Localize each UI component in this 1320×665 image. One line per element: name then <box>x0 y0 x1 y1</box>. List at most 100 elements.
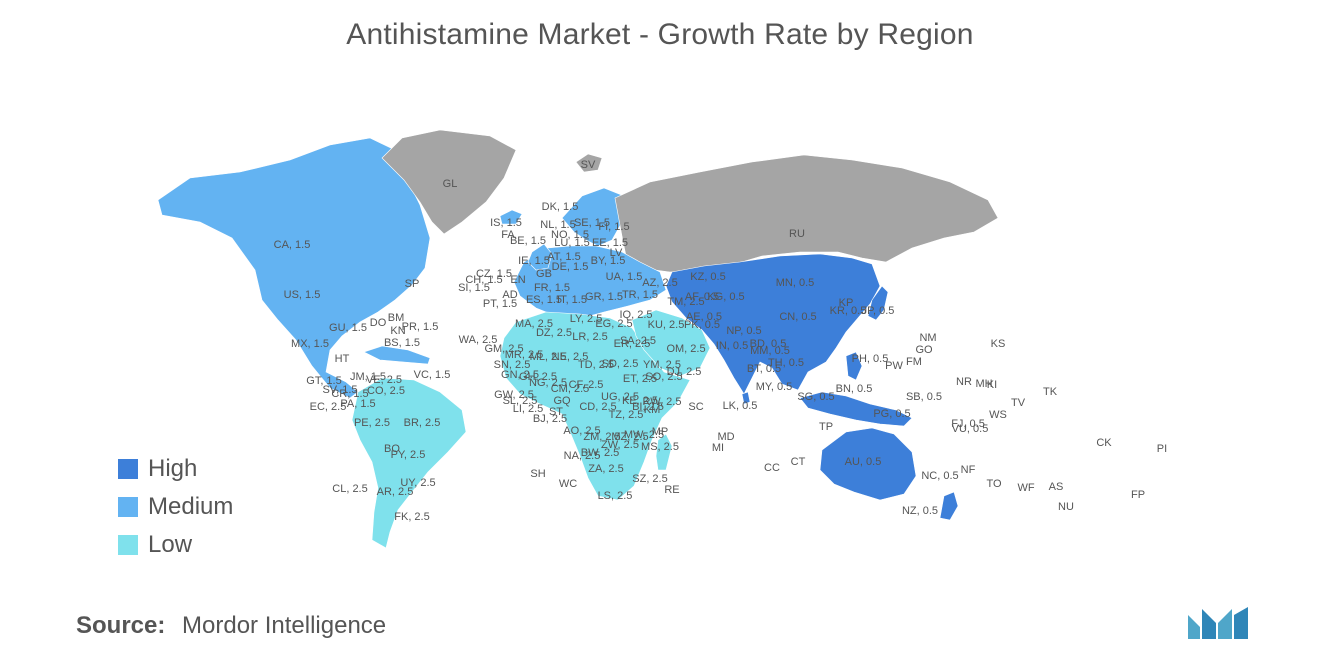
map-label: NP, 0.5 <box>726 325 761 337</box>
mordor-intelligence-logo-icon <box>1188 607 1248 639</box>
map-label: BN, 0.5 <box>836 383 873 395</box>
map-label: VE, 2.5 <box>366 374 402 386</box>
map-label: GL <box>443 178 458 190</box>
region-australia <box>819 427 917 501</box>
region-japan <box>867 285 889 321</box>
map-label: ER, 2.5 <box>614 338 651 350</box>
map-label: GT, 1.5 <box>306 375 341 387</box>
map-label: SV, 1.5 <box>322 384 357 396</box>
region-philippines <box>845 351 863 381</box>
map-label: SG, 0.5 <box>797 391 834 403</box>
map-label: ST <box>549 406 563 418</box>
map-label: CO, 2.5 <box>367 385 405 397</box>
map-label: MR, 2.5 <box>505 349 544 361</box>
map-label: MD <box>717 431 734 443</box>
map-label: BE, 1.5 <box>510 235 546 247</box>
map-label: HT <box>335 353 350 365</box>
map-label: MI <box>712 442 724 454</box>
map-label: NZ, 0.5 <box>902 505 938 517</box>
map-label: AU, 0.5 <box>845 456 882 468</box>
map-label: PK, 0.5 <box>684 319 720 331</box>
map-label: BI, 2.5 <box>632 401 664 413</box>
legend-swatch-medium <box>118 497 138 517</box>
map-label: YM, 2.5 <box>643 359 681 371</box>
map-label: MW, 2.5 <box>624 429 664 441</box>
map-label: EN <box>510 274 525 286</box>
map-label: LV <box>610 247 623 259</box>
map-label: GR, 1.5 <box>585 291 623 303</box>
map-label: MH <box>975 378 992 390</box>
map-label: FM <box>906 356 922 368</box>
region-sea-islands <box>799 391 913 427</box>
map-label: LR, 2.5 <box>572 331 607 343</box>
map-label: NC, 0.5 <box>921 470 958 482</box>
map-label: NA, 2.5 <box>564 450 601 462</box>
map-label: LI, 2.5 <box>513 403 544 415</box>
map-label: BM <box>388 312 405 324</box>
map-label: SV <box>581 159 596 171</box>
map-label: SZ, 2.5 <box>632 473 667 485</box>
legend-label-medium: Medium <box>148 493 234 520</box>
region-scandinavia <box>561 187 625 247</box>
map-label: TO <box>986 478 1002 490</box>
map-label: CM, 2.5 <box>551 383 590 395</box>
map-label: BW, 2.5 <box>581 447 620 459</box>
map-label: TZ, 2.5 <box>609 409 644 421</box>
map-label: VU, 0.5 <box>952 423 989 435</box>
map-label: IE, 1.5 <box>518 255 550 267</box>
region-new-zealand <box>939 491 959 521</box>
region-north-america <box>157 137 431 399</box>
map-label: TH, 0.5 <box>768 357 804 369</box>
map-label: TP <box>819 421 833 433</box>
map-label: AZ, 2.5 <box>642 277 677 289</box>
map-label: GH, 2.5 <box>519 371 557 383</box>
region-sri-lanka <box>741 391 751 405</box>
source-line: Source: Mordor Intelligence <box>76 612 386 640</box>
map-label: VC, 1.5 <box>414 369 451 381</box>
map-label: FA <box>501 229 515 241</box>
map-label: SP <box>405 278 420 290</box>
map-label: BO <box>384 443 400 455</box>
map-labels: GL SV RU CA, 1.5 US, 1.5 SP MX, 1.5GU, 1.5 DO BM… <box>274 159 1168 523</box>
map-label: NF <box>961 464 976 476</box>
map-label: UY, 2.5 <box>400 477 435 489</box>
map-label: CF, 2.5 <box>569 379 604 391</box>
map-label: DO <box>370 317 387 329</box>
map-label: KS <box>991 338 1006 350</box>
map-label: MP <box>652 426 669 438</box>
map-label: KN <box>390 325 405 337</box>
map-label: BD, 0.5 <box>750 338 787 350</box>
region-iceland <box>499 209 523 225</box>
map-label: RE <box>664 484 679 496</box>
map-label: FK, 2.5 <box>394 511 429 523</box>
map-label: FP <box>1131 489 1145 501</box>
map-label: EC, 2.5 <box>310 401 347 413</box>
map-label: MY, 0.5 <box>756 381 793 393</box>
map-label: SE, 1.5 <box>574 217 610 229</box>
map-label: TD, 2.5 <box>578 359 614 371</box>
map-label: NR <box>956 376 972 388</box>
map-label: CL, 2.5 <box>332 483 367 495</box>
map-label: RU <box>789 228 805 240</box>
legend: High Medium Low <box>118 450 233 564</box>
map-label: CA, 1.5 <box>274 239 311 251</box>
map-label: DJ, 2.5 <box>667 366 702 378</box>
legend-swatch-low <box>118 535 138 555</box>
map-label: KP <box>839 297 854 309</box>
map-label: KU, 2.5 <box>648 319 685 331</box>
map-label: ES, 1.5 <box>526 294 562 306</box>
map-label: BT, 0.5 <box>747 363 781 375</box>
map-label: SO, 2.5 <box>645 371 682 383</box>
map-label: AD <box>502 289 517 301</box>
map-label: AF, 0.5 <box>685 291 719 303</box>
map-label: PA, 1.5 <box>340 398 375 410</box>
map-label: AS <box>1049 481 1064 493</box>
map-label: ZM, 2.5 <box>583 431 620 443</box>
map-label: LY, 2.5 <box>570 313 603 325</box>
map-label: ET, 2.5 <box>623 373 657 385</box>
map-label: LK, 0.5 <box>723 400 758 412</box>
region-middle-east <box>631 309 711 377</box>
map-label: BY, 1.5 <box>591 255 626 267</box>
